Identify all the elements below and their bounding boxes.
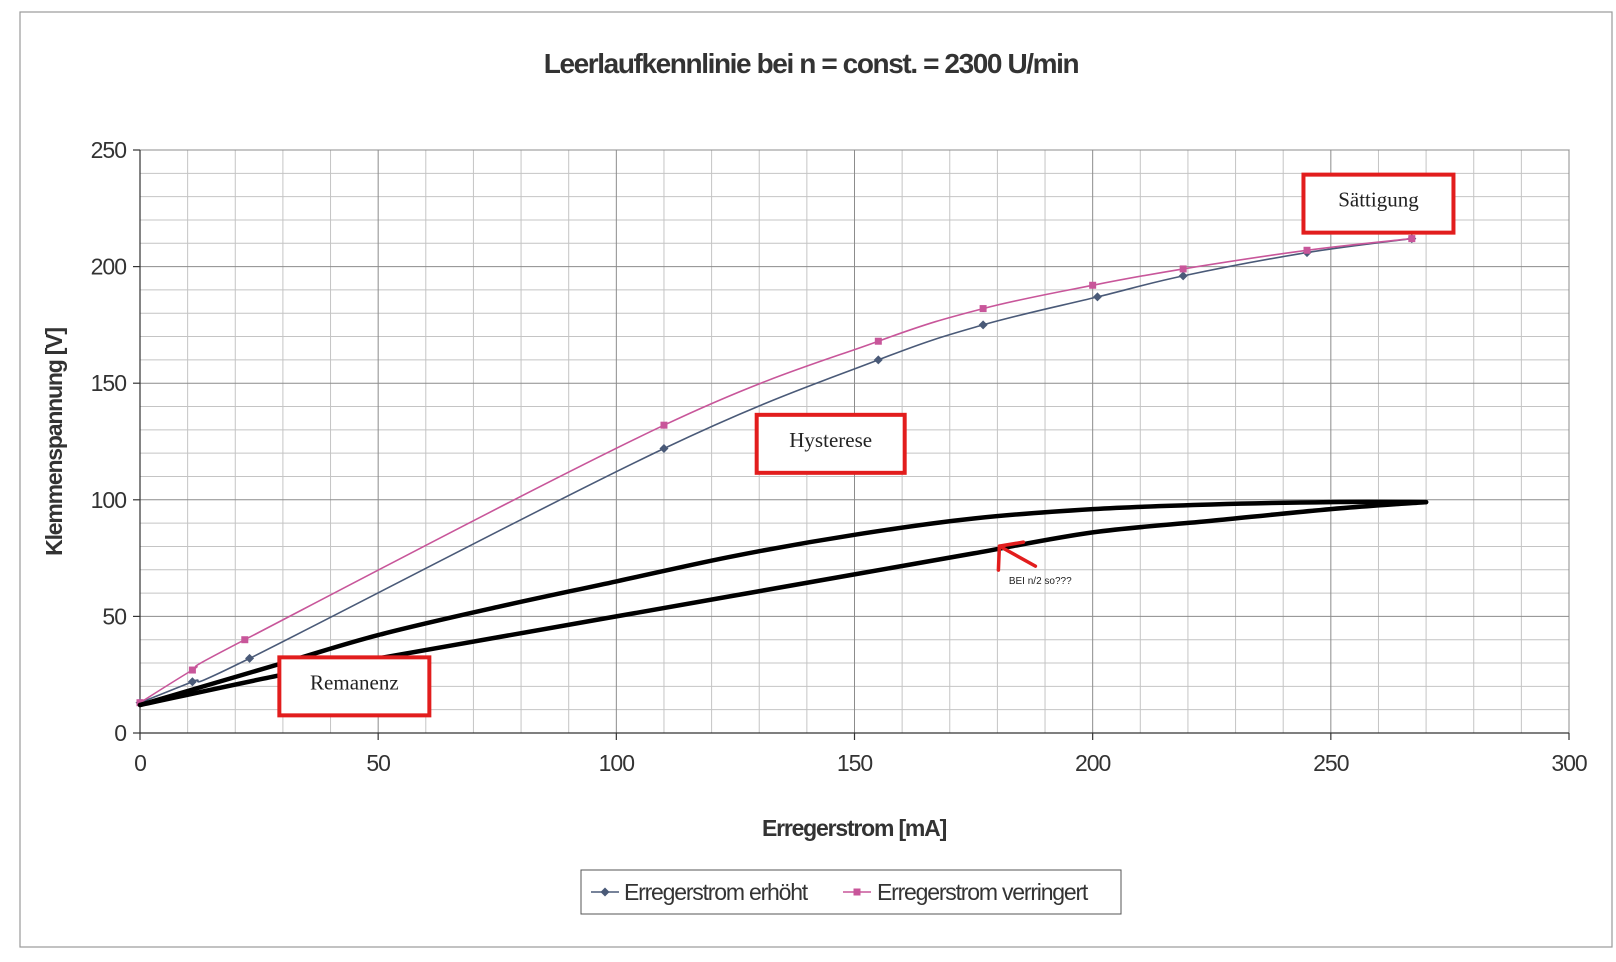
data-point-verringert bbox=[874, 337, 882, 345]
y-tick-label: 100 bbox=[91, 487, 127, 513]
y-tick-label: 150 bbox=[91, 370, 127, 396]
y-tick-label: 0 bbox=[114, 720, 126, 746]
legend-marker-verringert bbox=[853, 888, 861, 896]
data-point-verringert bbox=[1408, 235, 1416, 243]
legend-label-erhoeht: Erregerstrom erhöht bbox=[624, 879, 809, 905]
x-tick-label: 0 bbox=[134, 750, 146, 776]
data-point-verringert bbox=[979, 305, 987, 313]
y-tick-label: 50 bbox=[102, 603, 126, 629]
annotation-question: BEI n/2 so??? bbox=[1009, 576, 1072, 587]
data-point-erhoeht bbox=[873, 355, 883, 365]
axes: 0 50 100 150 200 250 300 0 50 100 150 200 250 bbox=[91, 137, 1588, 776]
y-tick-label: 250 bbox=[91, 137, 127, 163]
legend-label-verringert: Erregerstrom verringert bbox=[877, 879, 1089, 905]
data-point-verringert bbox=[1303, 246, 1311, 254]
chart-title: Leerlaufkennlinie bei n = const. = 2300 … bbox=[544, 48, 1079, 79]
x-tick-label: 250 bbox=[1313, 750, 1349, 776]
annotation-label: Sättigung bbox=[1338, 188, 1419, 212]
data-point-erhoeht bbox=[1178, 271, 1188, 281]
data-point-verringert bbox=[241, 636, 249, 644]
data-point-verringert bbox=[1089, 281, 1097, 289]
annotation-label: Remanenz bbox=[310, 670, 399, 694]
legend-marker-erhoeht bbox=[600, 887, 610, 897]
data-point-erhoeht bbox=[659, 443, 669, 453]
x-tick-label: 50 bbox=[366, 750, 390, 776]
series-line-2 bbox=[137, 499, 1429, 708]
x-tick-label: 100 bbox=[599, 750, 635, 776]
data-point-erhoeht bbox=[245, 653, 255, 663]
annotations: Sättigung Hysterese Remanenz BEI n/2 so??? bbox=[277, 172, 1456, 718]
annotation-box bbox=[754, 412, 907, 475]
data-point-verringert bbox=[1179, 265, 1187, 273]
data-point-verringert bbox=[188, 666, 196, 674]
y-axis-title: Klemmenspannung [V] bbox=[41, 328, 67, 556]
annotation-label: Hysterese bbox=[789, 428, 872, 452]
data-point-erhoeht bbox=[978, 320, 988, 330]
data-point-verringert bbox=[660, 421, 668, 429]
data-point-erhoeht bbox=[1092, 292, 1102, 302]
data-point-erhoeht bbox=[187, 677, 197, 687]
x-tick-label: 200 bbox=[1075, 750, 1111, 776]
x-tick-label: 300 bbox=[1551, 750, 1587, 776]
y-tick-label: 200 bbox=[91, 254, 127, 280]
legend: Erregerstrom erhöht Erregerstrom verring… bbox=[580, 869, 1122, 915]
annotation-box bbox=[1301, 172, 1456, 235]
x-tick-label: 150 bbox=[837, 750, 873, 776]
annotation-box bbox=[277, 655, 432, 718]
annotation-arrow bbox=[996, 540, 1038, 572]
x-axis-title: Erregerstrom [mA] bbox=[762, 815, 947, 841]
